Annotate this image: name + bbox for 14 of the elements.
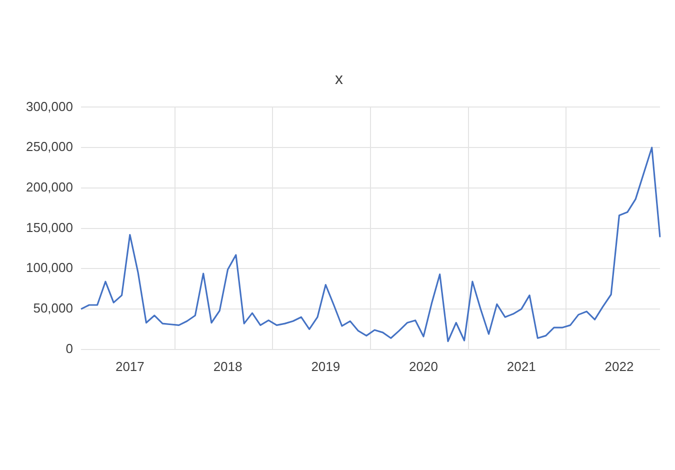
y-tick-label: 50,000	[33, 300, 73, 316]
y-tick-label: 100,000	[26, 260, 73, 276]
x-tick-label: 2018	[213, 358, 242, 374]
x-tick-label: 2017	[115, 358, 144, 374]
y-tick-label: 150,000	[26, 220, 73, 235]
y-tick-label: 200,000	[26, 180, 73, 195]
x-tick-label: 2021	[506, 358, 536, 374]
chart-title: x	[335, 71, 343, 88]
x-tick-label: 2019	[311, 358, 340, 374]
x-tick-label: 2020	[409, 358, 438, 374]
y-tick-label: 300,000	[26, 98, 73, 114]
y-tick-label: 0	[66, 340, 73, 356]
y-tick-label: 250,000	[26, 139, 73, 154]
x-tick-label: 2022	[604, 358, 634, 374]
